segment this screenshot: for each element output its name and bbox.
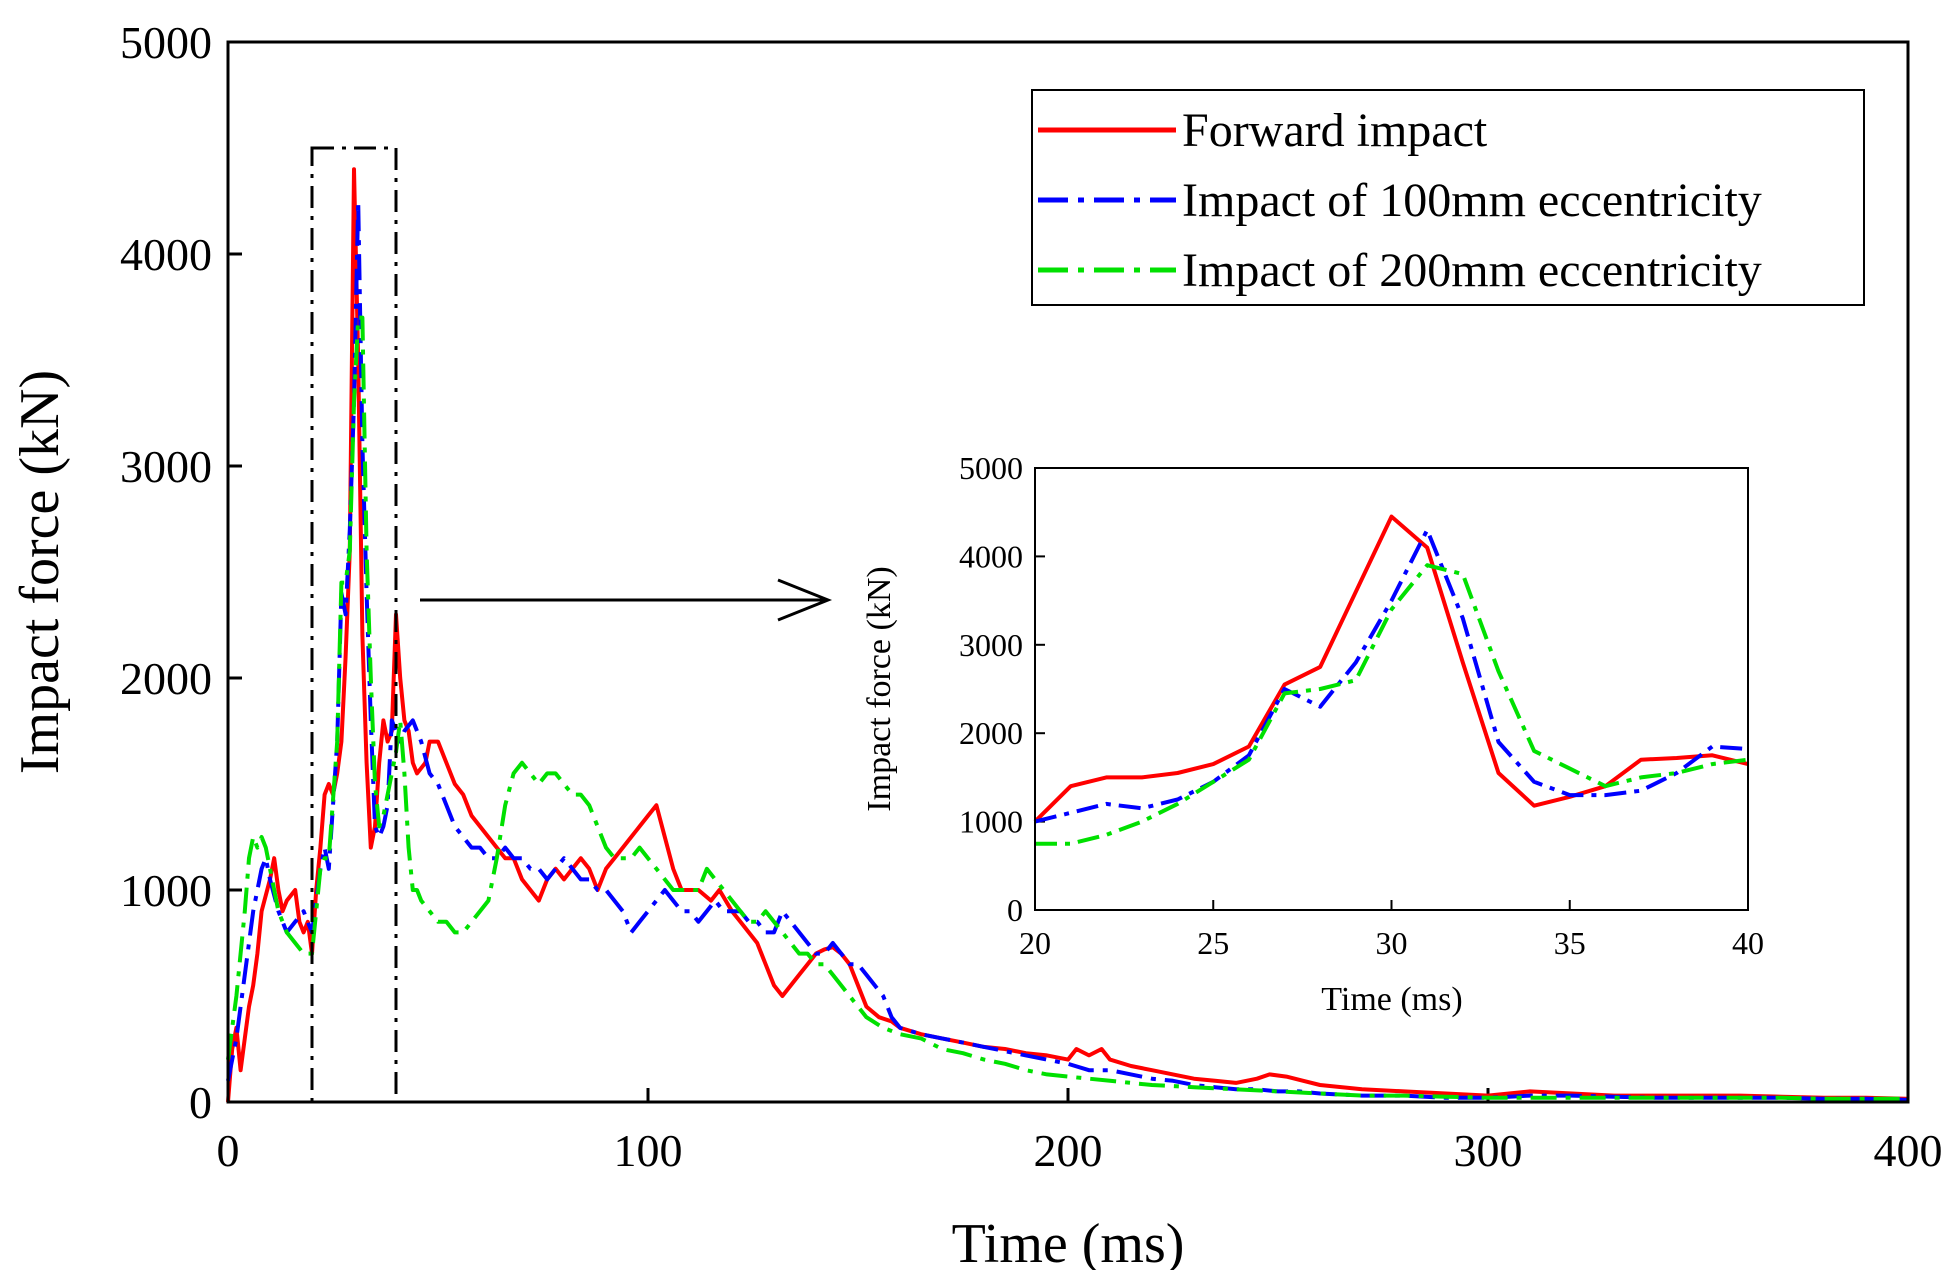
- legend: Forward impact Impact of 100mm eccentric…: [1031, 89, 1865, 306]
- inset-y-axis-label: Impact force (kN): [861, 566, 898, 811]
- main-y-tick-label: 1000: [120, 865, 212, 916]
- main-series-forward-impact: [226, 167, 1909, 1103]
- inset-series-impact-of-100mm-eccentricity: [1034, 527, 1749, 824]
- zoom-arrow: [420, 578, 833, 622]
- main-x-tick-label: 0: [217, 1125, 240, 1176]
- main-series-impact-of-200mm-eccentricity: [226, 315, 1908, 1101]
- main-y-tick-label: 0: [189, 1077, 212, 1128]
- main-x-ticks: 0 100 200 300 400: [217, 1088, 1943, 1176]
- legend-label-forward: Forward impact: [1182, 104, 1488, 157]
- inset-axes-frame: [1034, 467, 1749, 911]
- main-y-axis-label: Impact force (kN): [9, 370, 71, 774]
- inset-x-axis-label: Time (ms): [1321, 981, 1462, 1018]
- main-y-ticks: 0 1000 2000 3000 4000 5000: [120, 17, 242, 1128]
- main-x-tick-label: 400: [1874, 1125, 1943, 1176]
- inset-y-tick-label: 3000: [959, 627, 1023, 663]
- main-axes-frame: [226, 40, 1910, 1104]
- main-y-tick-label: 2000: [120, 653, 212, 704]
- main-x-tick-label: 200: [1034, 1125, 1103, 1176]
- main-x-tick-label: 300: [1454, 1125, 1523, 1176]
- inset-series-impact-of-200mm-eccentricity: [1035, 563, 1749, 846]
- inset-chart: 20 25 30 35 40 0 1000 2000 3000 4000 5000 Time (m…: [861, 450, 1764, 1018]
- main-y-tick-label: 4000: [120, 229, 212, 280]
- inset-x-tick-label: 30: [1376, 925, 1408, 961]
- main-series-group: [226, 167, 1909, 1103]
- inset-y-tick-label: 4000: [959, 538, 1023, 574]
- inset-x-tick-label: 35: [1554, 925, 1586, 961]
- legend-label-200mm: Impact of 200mm eccentricity: [1182, 244, 1762, 297]
- main-x-axis-label: Time (ms): [952, 1213, 1185, 1270]
- inset-x-ticks: 20 25 30 35 40: [1019, 900, 1764, 961]
- inset-x-tick-label: 20: [1019, 925, 1051, 961]
- legend-label-100mm: Impact of 100mm eccentricity: [1182, 174, 1762, 227]
- main-series-impact-of-100mm-eccentricity: [226, 199, 1909, 1102]
- inset-y-tick-label: 0: [1007, 892, 1023, 928]
- inset-series-forward-impact: [1033, 514, 1749, 824]
- inset-x-tick-label: 25: [1197, 925, 1229, 961]
- inset-y-ticks: 0 1000 2000 3000 4000 5000: [959, 450, 1045, 928]
- inset-background: [1035, 468, 1748, 910]
- inset-y-tick-label: 2000: [959, 715, 1023, 751]
- inset-y-tick-label: 5000: [959, 450, 1023, 486]
- main-x-tick-label: 100: [614, 1125, 683, 1176]
- inset-x-tick-label: 40: [1732, 925, 1764, 961]
- main-y-tick-label: 3000: [120, 441, 212, 492]
- inset-series-group: [1033, 514, 1749, 846]
- main-y-tick-label: 5000: [120, 17, 212, 68]
- inset-y-tick-label: 1000: [959, 804, 1023, 840]
